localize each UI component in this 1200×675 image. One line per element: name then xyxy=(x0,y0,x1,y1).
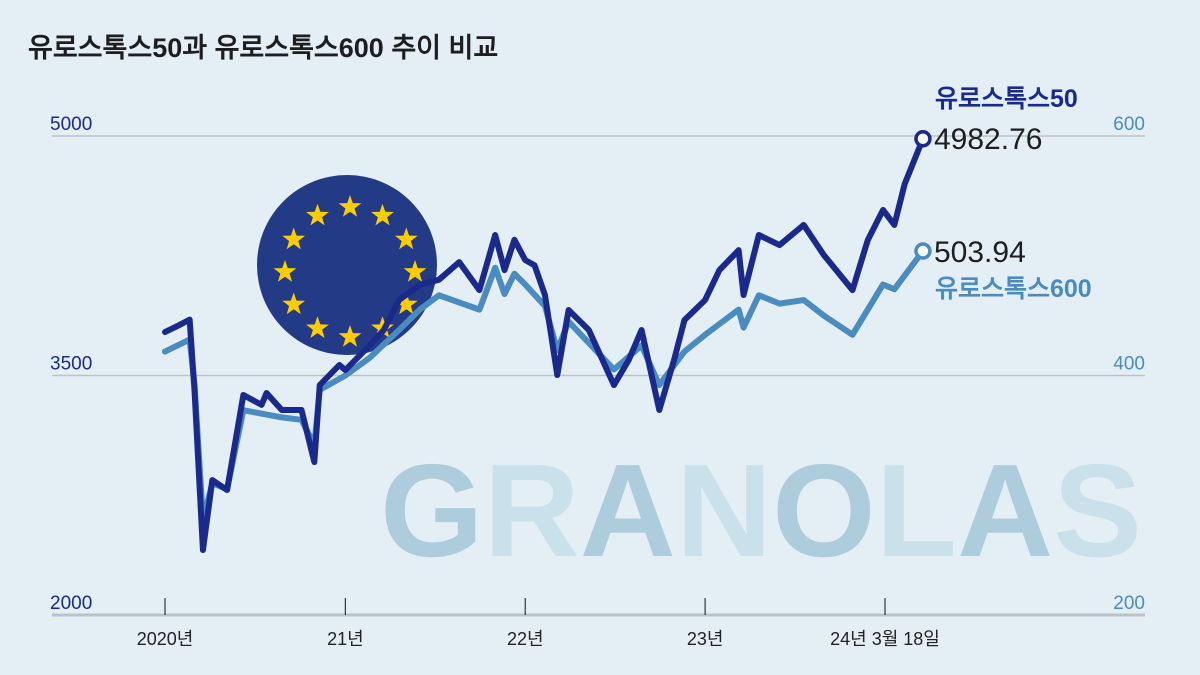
right-axis: 200 400 600 xyxy=(1113,114,1145,614)
watermark-letter: A xyxy=(957,437,1053,584)
watermark-letter: L xyxy=(876,437,957,584)
line-eurostoxx600 xyxy=(162,248,926,524)
watermark-letter: R xyxy=(484,437,580,584)
series-labels: 유로스톡스50 4982.76 503.94 유로스톡스600 xyxy=(934,85,1092,303)
star-icon xyxy=(371,203,394,226)
star-icon xyxy=(338,325,362,347)
y-right-tick-label: 400 xyxy=(1113,354,1145,375)
watermark-letter: A xyxy=(580,437,676,584)
star-icon xyxy=(306,203,329,226)
star-icon xyxy=(394,292,418,315)
star-icon xyxy=(282,227,306,250)
x-tick-label: 24년 3월 18일 xyxy=(830,629,940,649)
star-icon xyxy=(338,195,362,217)
y-left-tick-label: 3500 xyxy=(50,354,92,375)
y-right-tick-label: 600 xyxy=(1113,114,1145,135)
y-left-tick-label: 5000 xyxy=(50,114,92,135)
x-tick-label: 2020년 xyxy=(137,629,194,649)
watermark-letter: S xyxy=(1053,437,1142,584)
legend-eurostoxx50: 유로스톡스50 xyxy=(935,85,1078,113)
x-tick-label: 23년 xyxy=(687,629,724,649)
x-tick-label: 22년 xyxy=(507,629,544,649)
end-marker xyxy=(914,242,932,260)
y-left-tick-label: 2000 xyxy=(50,593,92,614)
star-icon xyxy=(394,227,418,250)
line-eurostoxx50 xyxy=(162,135,926,554)
legend-eurostoxx600: 유로스톡스600 xyxy=(935,275,1092,303)
watermark: GRANOLAS xyxy=(380,437,1142,584)
star-icon xyxy=(282,292,306,315)
star-icon xyxy=(273,260,297,282)
y-right-tick-label: 200 xyxy=(1113,593,1145,614)
x-axis: 2020년 21년 22년 23년 24년 3월 18일 xyxy=(137,598,940,649)
watermark-letter: O xyxy=(772,437,876,584)
svg-text:GRANOLAS: GRANOLAS xyxy=(380,437,1142,584)
star-icon xyxy=(306,316,329,338)
eu-flag xyxy=(257,175,437,355)
end-marker xyxy=(914,130,932,148)
last-value-eurostoxx600: 503.94 xyxy=(934,236,1026,269)
left-axis: 2000 3500 5000 xyxy=(50,114,92,614)
x-tick-label: 21년 xyxy=(327,629,364,649)
watermark-letter: G xyxy=(380,437,484,584)
watermark-letter: N xyxy=(676,437,772,584)
star-icon xyxy=(403,260,427,282)
chart-title: 유로스톡스50과 유로스톡스600 추이 비교 xyxy=(28,33,498,63)
last-value-eurostoxx50: 4982.76 xyxy=(934,123,1042,156)
gridlines xyxy=(52,135,1145,617)
